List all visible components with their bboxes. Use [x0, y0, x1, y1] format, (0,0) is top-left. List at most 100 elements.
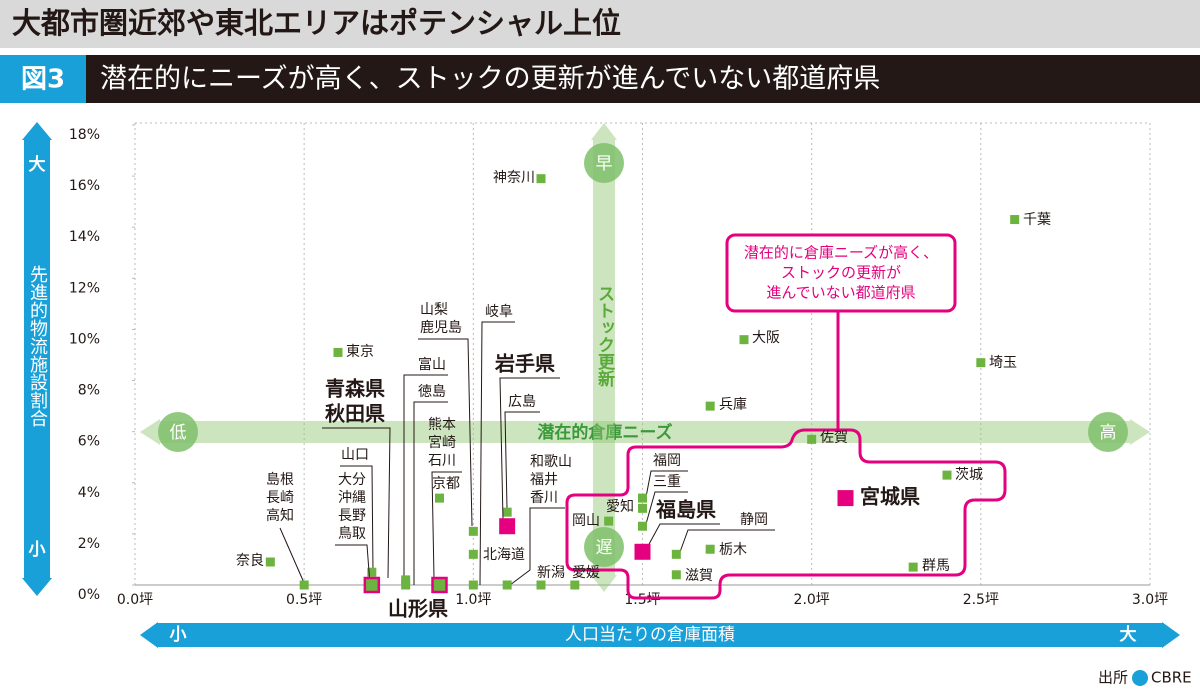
point-label: 鹿児島: [420, 319, 462, 336]
chart-title: 大都市圏近郊や東北エリアはポテンシャル上位: [12, 6, 621, 40]
y-tick-label: 6%: [78, 434, 100, 450]
point-label: 三重: [653, 474, 681, 490]
point: [739, 335, 749, 345]
leader-line: [413, 401, 448, 585]
point: [435, 493, 444, 503]
point: [502, 507, 512, 517]
y-tick-label: 12%: [69, 280, 100, 296]
point-label: 秋田県: [325, 402, 385, 426]
point-label: 岩手県: [494, 352, 555, 376]
y-tick-label: 2%: [78, 536, 100, 552]
point: [536, 174, 546, 184]
point: [333, 347, 343, 357]
y-tick-label: 14%: [69, 229, 100, 245]
x-tick-label: 1.5坪: [624, 592, 660, 608]
point-label: 岐阜: [485, 303, 513, 320]
highlight-marker: [837, 490, 854, 507]
point-label: 神奈川: [493, 170, 535, 186]
needs-low: 低: [170, 423, 187, 443]
needs-arrow: [140, 419, 1150, 445]
point-label: 宮崎: [428, 435, 456, 451]
point-label: 長崎: [266, 490, 294, 506]
highlight-marker: [431, 576, 448, 594]
point-label: 香川: [530, 490, 558, 506]
point-label: 福井: [530, 472, 558, 488]
y-high: 大: [29, 154, 46, 175]
y-axis-arrow: [22, 122, 52, 596]
highlight-region: [565, 428, 1007, 600]
point-label: 富山: [418, 356, 446, 373]
point: [705, 544, 715, 554]
source-label: 出所: [1098, 669, 1128, 687]
y-tick-label: 4%: [78, 485, 100, 501]
point-label: 山口: [341, 447, 369, 463]
point: [367, 567, 377, 577]
stock-slow-circle: [584, 527, 624, 567]
point-label: 青森県: [325, 377, 385, 401]
point-label: 島根: [266, 472, 294, 488]
point-label: 北海道: [483, 547, 525, 563]
point: [671, 570, 681, 580]
figure-label-box: [0, 55, 86, 103]
leader-line: [322, 427, 391, 579]
point-label: 徳島: [418, 384, 446, 400]
x-tick-label: 0.0坪: [117, 592, 153, 608]
point: [401, 575, 411, 585]
point-label: 新潟: [537, 565, 565, 581]
y-tick-label: 10%: [69, 331, 100, 347]
point-label: 和歌山: [530, 454, 572, 470]
point-label: 東京: [346, 344, 374, 360]
y-tick-label: 8%: [78, 383, 100, 399]
source-dot: [1132, 670, 1148, 686]
leader-line: [645, 491, 688, 525]
y-low: 小: [29, 540, 46, 560]
point: [638, 503, 647, 513]
point: [604, 516, 614, 526]
x-low: 小: [170, 625, 187, 645]
point-label: 山形県: [388, 597, 448, 621]
point-label: 鳥取: [338, 526, 366, 542]
subtitle: 潜在的にニーズが高く、ストックの更新が進んでいない都道府県: [100, 64, 880, 95]
y-tick-label: 0%: [78, 587, 100, 603]
title-bar: [0, 0, 1200, 48]
point: [976, 358, 986, 368]
point: [671, 549, 681, 559]
point-label: 佐賀: [820, 430, 848, 446]
point: [299, 580, 309, 590]
needs-low-circle: [158, 412, 198, 452]
point-label: 長野: [338, 508, 366, 524]
x-axis-arrow: [140, 622, 1180, 648]
point: [807, 434, 817, 444]
point-label: 山梨: [420, 302, 448, 318]
point-label: 埼玉: [989, 355, 1017, 371]
point-label: 京都: [432, 476, 460, 492]
point-label: 静岡: [740, 512, 768, 528]
point-label: 愛知: [606, 498, 634, 515]
annotation-text: ストックの更新が: [781, 264, 901, 282]
point-label: 福岡: [653, 453, 681, 469]
y-tick-label: 16%: [69, 178, 100, 194]
point: [1010, 215, 1020, 225]
stock-fast: 早: [596, 154, 613, 174]
stock-arrow: [591, 123, 617, 592]
point-label: 高知: [266, 507, 294, 524]
needs-high: 高: [1100, 423, 1117, 443]
x-tick-label: 3.0坪: [1132, 592, 1168, 608]
point-label: 茨城: [955, 467, 983, 483]
stock-fast-circle: [584, 143, 624, 183]
needs-high-circle: [1088, 412, 1128, 452]
annotation-text: 進んでいない都道府県: [766, 284, 915, 302]
leader-line: [403, 374, 448, 579]
point-label: 宮城県: [860, 485, 920, 509]
point-label: 愛媛: [572, 565, 600, 581]
point-label: 兵庫: [719, 396, 747, 413]
x-tick-label: 0.5坪: [286, 592, 322, 608]
leader-line: [279, 527, 306, 586]
highlight-marker: [499, 518, 516, 535]
leader-line: [499, 377, 560, 521]
point: [502, 580, 512, 590]
point: [468, 580, 478, 590]
point: [536, 580, 546, 590]
